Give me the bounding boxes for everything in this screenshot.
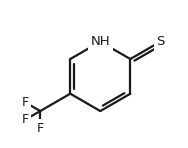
Text: S: S	[156, 35, 164, 48]
Text: NH: NH	[90, 35, 110, 48]
Text: F: F	[37, 122, 44, 135]
Text: F: F	[22, 113, 29, 126]
Text: F: F	[22, 96, 29, 109]
